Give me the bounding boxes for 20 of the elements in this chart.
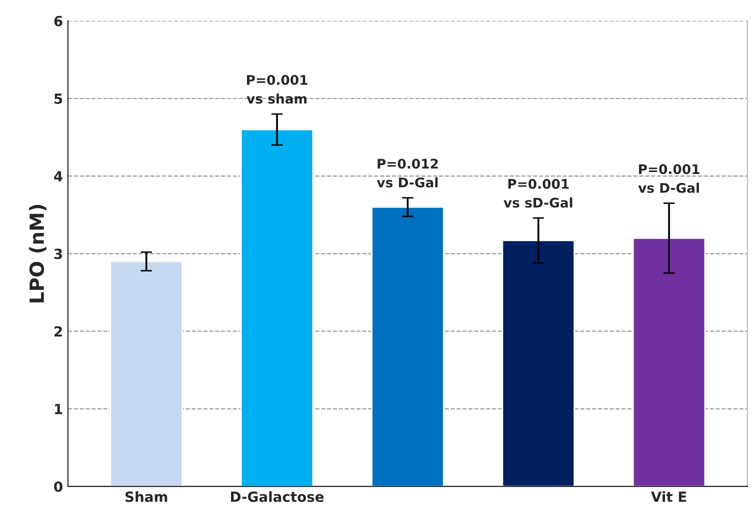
- annotation: P=0.001 vs D-Gal: [638, 164, 700, 193]
- x-tick-label: Sham: [125, 491, 168, 502]
- annotation: P=0.001 vs sD-Gal: [504, 178, 572, 208]
- y-axis-title: LPO (nM): [29, 204, 46, 302]
- y-tick-label: 4: [54, 171, 62, 182]
- y-tick-label: 0: [54, 481, 62, 492]
- y-tick-label: 2: [54, 326, 62, 337]
- x-tick-label: Vit E: [651, 491, 686, 502]
- y-tick-label: 1: [54, 404, 62, 414]
- annotation: P=0.012 vs D-Gal: [376, 158, 438, 188]
- bar: [502, 240, 576, 486]
- bar: [371, 206, 444, 486]
- x-tick-label: D-Galactose: [231, 491, 324, 502]
- bar: [110, 260, 183, 486]
- annotation: P=0.001 vs sham: [246, 74, 308, 104]
- bar: [632, 237, 706, 486]
- bar: [240, 128, 314, 486]
- y-tick-label: 5: [54, 94, 62, 104]
- y-tick-label: 6: [54, 16, 62, 26]
- y-tick-label: 3: [54, 248, 62, 260]
